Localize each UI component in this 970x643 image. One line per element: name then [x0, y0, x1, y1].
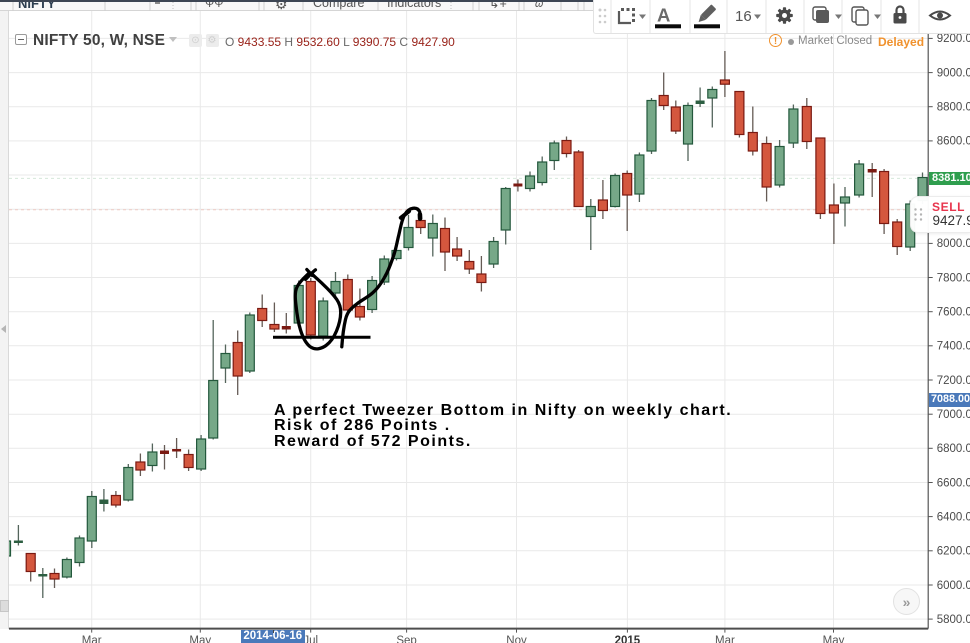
- svg-text:6400.00: 6400.00: [937, 511, 970, 523]
- svg-text:7200.00: 7200.00: [937, 375, 970, 387]
- svg-text:7800.00: 7800.00: [937, 272, 970, 284]
- svg-text:7600.00: 7600.00: [937, 307, 970, 319]
- svg-text:May: May: [189, 635, 211, 643]
- svg-text:Mar: Mar: [715, 635, 735, 643]
- svg-text:Mar: Mar: [82, 635, 102, 643]
- svg-text:5800.00: 5800.00: [937, 614, 970, 626]
- svg-text:6800.00: 6800.00: [937, 443, 970, 455]
- svg-text:8000.00: 8000.00: [937, 238, 970, 250]
- svg-text:A: A: [657, 5, 670, 26]
- svg-text:8600.00: 8600.00: [937, 136, 970, 148]
- svg-text:7400.00: 7400.00: [937, 341, 970, 353]
- svg-text:9000.00: 9000.00: [937, 67, 970, 79]
- svg-text:8800.00: 8800.00: [937, 102, 970, 114]
- svg-text:Nov: Nov: [506, 635, 527, 643]
- svg-text:2015: 2015: [615, 635, 641, 643]
- svg-text:6600.00: 6600.00: [937, 477, 970, 489]
- svg-text:7000.00: 7000.00: [937, 409, 970, 421]
- svg-text:16: 16: [735, 8, 752, 25]
- svg-text:May: May: [823, 635, 845, 643]
- svg-text:6200.00: 6200.00: [937, 546, 970, 558]
- svg-text:9200.00: 9200.00: [937, 33, 970, 45]
- svg-text:Jul: Jul: [303, 635, 318, 643]
- svg-text:6000.00: 6000.00: [937, 580, 970, 592]
- svg-text:Sep: Sep: [396, 635, 416, 643]
